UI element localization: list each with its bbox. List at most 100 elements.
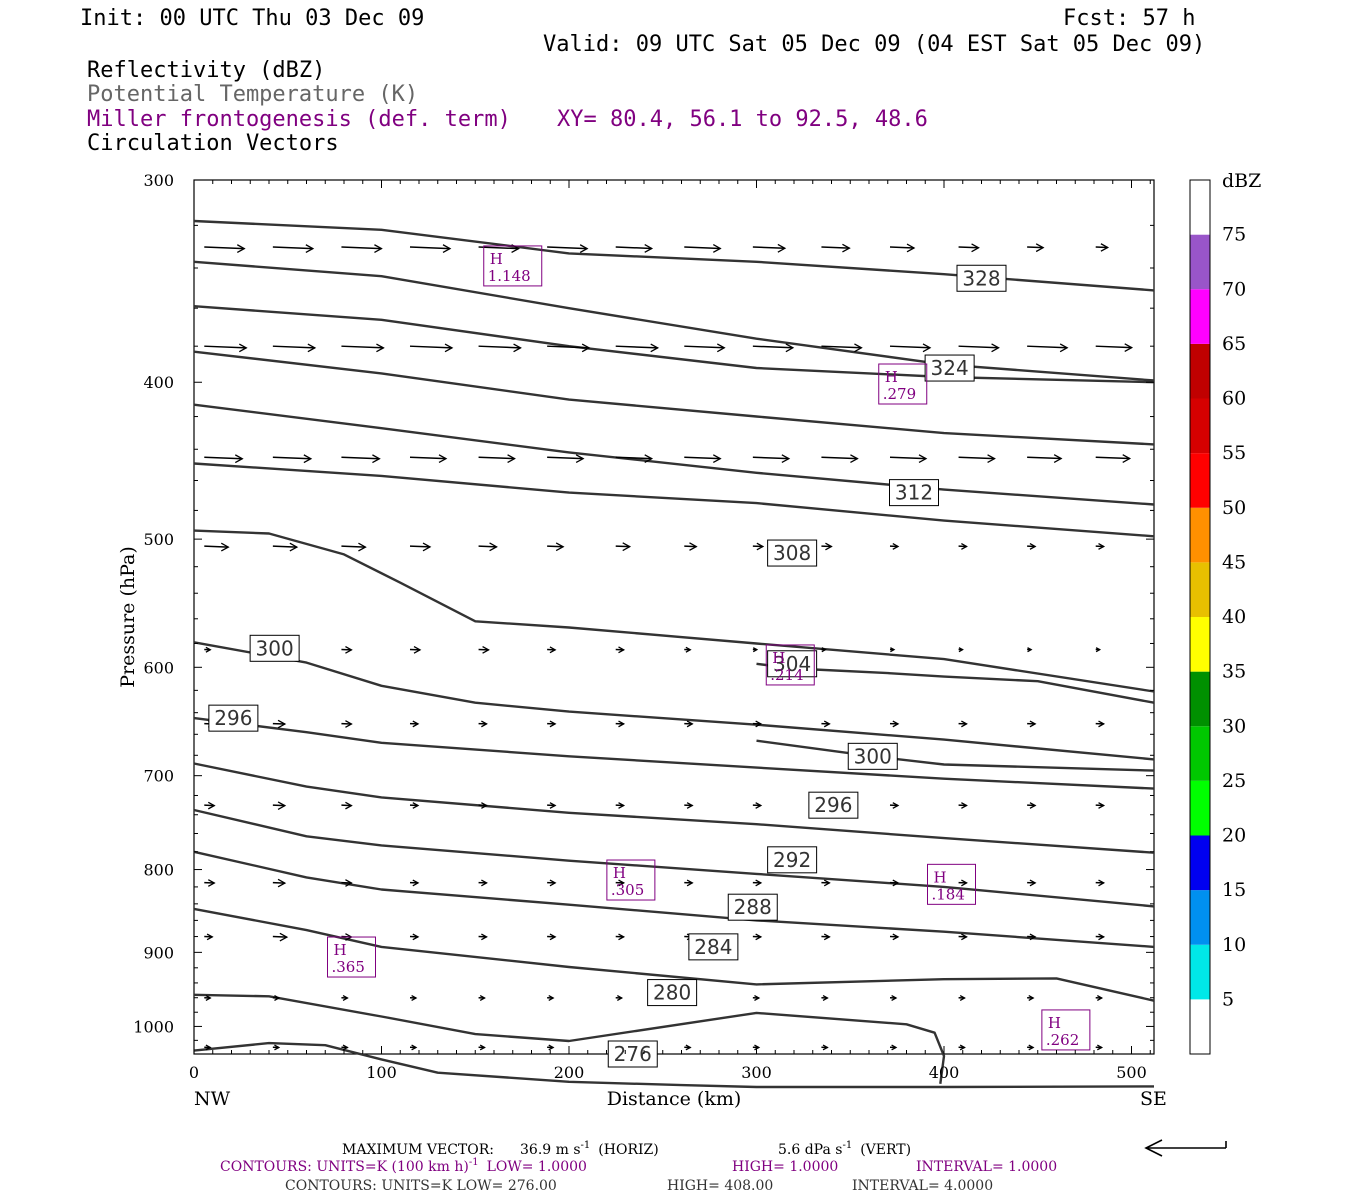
vector-arrow	[821, 933, 831, 941]
vector-arrow	[547, 454, 585, 464]
x-tick-label: 100	[366, 1063, 397, 1082]
y-tick-label: 900	[143, 943, 174, 962]
vector-arrow	[615, 244, 654, 253]
vector-arrow	[204, 454, 244, 464]
vector-arrow	[478, 1044, 486, 1051]
vector-arrow	[204, 879, 216, 887]
y-tick-label: 1000	[133, 1017, 174, 1036]
vector-arrow	[272, 932, 289, 942]
vector-arrow	[272, 343, 317, 353]
vector-arrow	[684, 879, 694, 887]
vector-arrow	[547, 646, 557, 654]
vector-arrow	[409, 994, 418, 1001]
vector-arrow	[204, 994, 212, 1001]
vector-arrow	[752, 542, 765, 551]
vector-arrow	[684, 454, 722, 464]
isentrope-label-text: 292	[773, 848, 811, 872]
colorbar-title: dBZ	[1222, 170, 1261, 192]
vector-arrow	[478, 994, 486, 1001]
frontogenesis-max: H.262	[1041, 1009, 1091, 1051]
y-tick-label: 500	[143, 530, 174, 549]
isentrope-5	[193, 462, 1155, 538]
x-tick-label: 500	[1116, 1063, 1147, 1082]
vector-arrow	[1095, 243, 1110, 252]
isentrope-label: 312	[889, 479, 939, 507]
vector-arrow	[204, 343, 248, 353]
colorbar: 5 10 15 20 25 30 35 40 45 50 55 60 65 70 75	[1189, 179, 1246, 1055]
colorbar-swatch	[1190, 398, 1210, 454]
vector-arrow	[478, 720, 488, 728]
vector-arrow	[684, 720, 694, 728]
x-axis-label: Distance (km)	[607, 1088, 742, 1110]
frontogenesis-max-letter: H	[885, 368, 898, 386]
vector-arrow	[684, 244, 722, 253]
vector-arrow	[958, 1044, 966, 1051]
isentrope-3	[193, 350, 1155, 446]
frontogenesis-max-value: 1.148	[488, 267, 531, 285]
forecast-hour: Fcst: 57 h	[1063, 6, 1195, 31]
vector-arrow	[889, 343, 932, 353]
frontogenesis-max-letter: H	[490, 250, 503, 268]
vector-arrow	[1027, 454, 1063, 463]
colorbar-swatch	[1190, 890, 1210, 945]
vector-arrow	[1095, 879, 1106, 887]
vector-arrow	[204, 244, 246, 254]
vector-arrow	[958, 720, 968, 728]
isentrope-label-text: 276	[614, 1042, 652, 1066]
colorbar-swatch	[1190, 944, 1210, 1000]
vector-arrow	[409, 933, 420, 941]
isentrope-16	[193, 1041, 1155, 1089]
vector-arrow	[547, 879, 557, 887]
vector-arrow	[341, 542, 367, 552]
vector-arrow	[272, 244, 315, 254]
colorbar-tick-label: 5	[1222, 988, 1234, 1010]
vector-arrow	[958, 343, 1000, 353]
vector-arrow	[1027, 243, 1045, 253]
vector-arrow	[478, 542, 498, 552]
vector-arrow	[889, 802, 900, 809]
isentrope-7	[193, 641, 1155, 761]
colorbar-swatch	[1190, 999, 1210, 1054]
x-tick-label: 300	[741, 1063, 772, 1082]
isentrope-label: 280	[647, 979, 698, 1007]
vector-arrow	[958, 243, 980, 253]
vector-arrow	[821, 879, 831, 887]
isentrope-label-text: 308	[773, 541, 811, 565]
vector-arrow	[821, 720, 831, 728]
isentrope-label-text: 288	[734, 895, 772, 919]
colorbar-tick-label: 15	[1222, 879, 1246, 901]
vector-arrow	[204, 933, 214, 941]
isentrope-label: 324	[924, 354, 975, 382]
vector-arrow	[684, 646, 692, 653]
vector-arrow	[752, 647, 759, 653]
legend-theta: Potential Temperature (K)	[87, 82, 418, 107]
vector-arrow	[547, 994, 555, 1001]
vector-arrow	[752, 802, 763, 809]
footer-max-vector-vert: 5.6 dPa s-1 (VERT)	[778, 1140, 911, 1158]
isentrope-14	[193, 907, 1155, 1002]
vector-arrow	[821, 343, 863, 353]
isentrope-label-text: 284	[694, 935, 732, 959]
x-tick-label: 400	[929, 1063, 960, 1082]
frontogenesis-max-value: .305	[611, 881, 644, 899]
vector-arrow	[547, 343, 591, 353]
colorbar-tick-label: 10	[1222, 934, 1246, 956]
vector-arrow	[272, 454, 313, 464]
isentrope-2	[193, 305, 1155, 384]
vector-arrow	[615, 933, 626, 941]
vector-arrow	[341, 454, 381, 464]
vector-arrow	[1027, 879, 1037, 887]
vector-arrow	[889, 543, 900, 550]
y-tick-label: 700	[143, 767, 174, 786]
colorbar-tick-label: 30	[1222, 715, 1246, 737]
isentrope-label: 288	[727, 893, 778, 921]
footer-max-vector-label: MAXIMUM VECTOR:	[342, 1142, 494, 1158]
vector-arrow	[1027, 343, 1069, 353]
vector-arrow	[409, 646, 422, 654]
frontogenesis-max-value: .184	[932, 885, 965, 903]
valid-time: Valid: 09 UTC Sat 05 Dec 09 (04 EST Sat …	[543, 32, 1205, 57]
legend-reflectivity: Reflectivity (dBZ)	[87, 58, 325, 83]
isentrope-label-text: 304	[773, 652, 811, 676]
footer-contours-frontogenesis-interval: INTERVAL= 1.0000	[916, 1159, 1057, 1175]
